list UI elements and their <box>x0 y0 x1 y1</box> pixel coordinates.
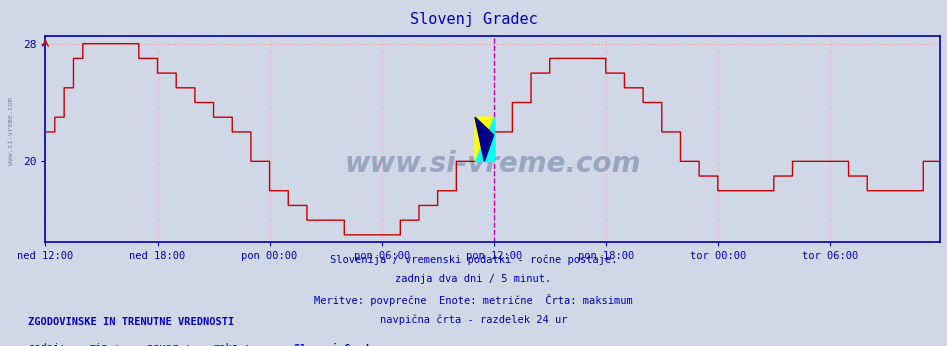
Polygon shape <box>475 117 493 161</box>
Text: zadnja dva dni / 5 minut.: zadnja dva dni / 5 minut. <box>396 274 551 284</box>
Text: sedaj:: sedaj: <box>28 343 66 346</box>
Text: min.:: min.: <box>90 343 121 346</box>
Text: ZGODOVINSKE IN TRENUTNE VREDNOSTI: ZGODOVINSKE IN TRENUTNE VREDNOSTI <box>28 317 235 327</box>
Text: povpr.:: povpr.: <box>147 343 190 346</box>
Text: Meritve: povprečne  Enote: metrične  Črta: maksimum: Meritve: povprečne Enote: metrične Črta:… <box>314 294 633 307</box>
Polygon shape <box>475 117 493 161</box>
Text: Slovenj Gradec: Slovenj Gradec <box>294 343 381 346</box>
Text: Slovenija / vremenski podatki - ročne postaje.: Slovenija / vremenski podatki - ročne po… <box>330 254 617 265</box>
Text: www.si-vreme.com: www.si-vreme.com <box>345 150 641 178</box>
Text: navpična črta - razdelek 24 ur: navpična črta - razdelek 24 ur <box>380 315 567 325</box>
Text: Slovenj Gradec: Slovenj Gradec <box>410 12 537 27</box>
Polygon shape <box>475 117 493 161</box>
Text: maks.:: maks.: <box>213 343 251 346</box>
Text: www.si-vreme.com: www.si-vreme.com <box>9 98 14 165</box>
